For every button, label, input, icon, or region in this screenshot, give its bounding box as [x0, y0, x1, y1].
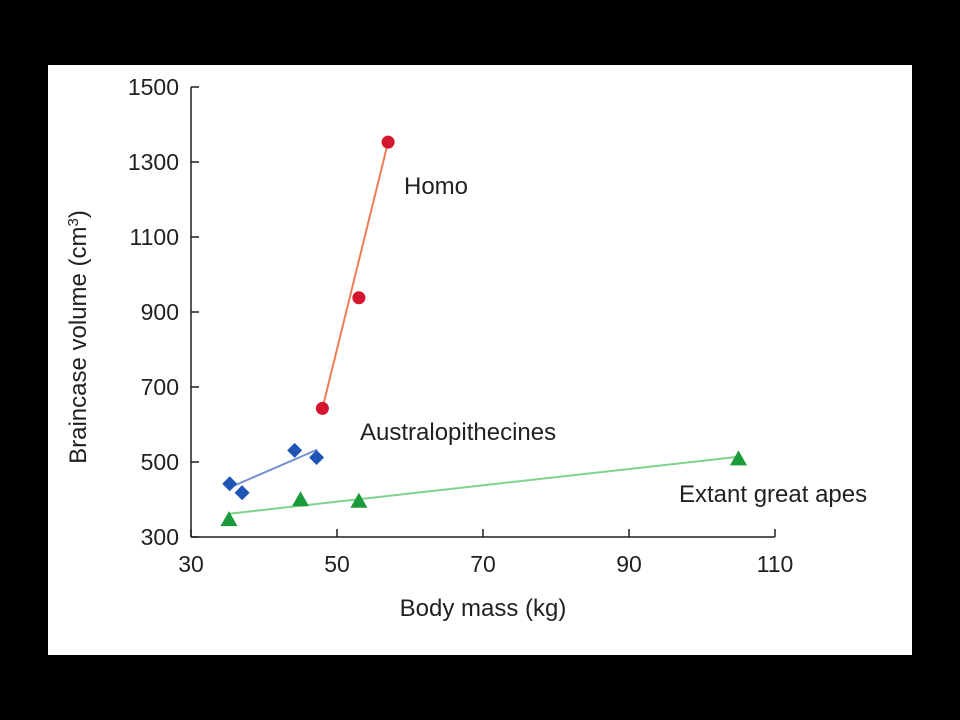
- point-australopithecines: [222, 476, 238, 492]
- point-homo: [352, 291, 366, 305]
- point-extant-great-apes: [350, 492, 368, 508]
- x-tick-label: 70: [470, 551, 496, 577]
- scatter-chart: 300 500 700 900 1100 1300 1500 30 50 70 90 110 Homo…: [65, 74, 868, 622]
- point-extant-great-apes: [730, 450, 747, 466]
- y-axis-title: Braincase volume (cm3): [65, 210, 93, 464]
- y-tick-label: 500: [141, 449, 179, 475]
- series-label-australopithecines: Australopithecines: [360, 419, 556, 446]
- data-points: [220, 135, 747, 527]
- x-tick-label: 50: [324, 551, 350, 577]
- point-australopithecines: [234, 485, 250, 501]
- point-homo: [315, 401, 329, 415]
- x-tick-label: 90: [616, 551, 642, 577]
- y-axis-title-superscript: 3: [65, 218, 82, 226]
- tick-marks: 300 500 700 900 1100 1300 1500 30 50 70 90 110: [128, 74, 794, 577]
- y-axis-title-close: ): [65, 210, 92, 218]
- y-tick-label: 1100: [130, 224, 179, 250]
- point-extant-great-apes: [220, 511, 238, 527]
- fit-line-australopithecines: [229, 448, 318, 489]
- point-australopithecines: [309, 450, 325, 465]
- series-label-homo: Homo: [404, 173, 468, 200]
- fit-line-extant-great-apes: [228, 455, 739, 515]
- fit-lines: [228, 141, 739, 515]
- x-axis-title: Body mass (kg): [400, 595, 567, 622]
- point-homo: [381, 135, 395, 149]
- chart-panel: 300 500 700 900 1100 1300 1500 30 50 70 90 110 Homo…: [48, 65, 912, 655]
- series-label-extant-great-apes: Extant great apes: [679, 481, 867, 508]
- y-tick-label: 1500: [128, 74, 179, 100]
- x-tick-label: 110: [757, 551, 794, 577]
- x-tick-label: 30: [178, 551, 204, 577]
- y-tick-label: 300: [141, 524, 179, 550]
- series-labels: Homo Australopithecines Extant great apes: [360, 173, 867, 508]
- y-tick-label: 900: [141, 299, 179, 325]
- y-tick-label: 1300: [128, 149, 179, 175]
- y-tick-label: 700: [141, 374, 179, 400]
- axes: [190, 87, 775, 538]
- fit-line-homo: [321, 141, 390, 409]
- y-axis-title-main: Braincase volume (cm: [65, 226, 92, 463]
- point-australopithecines: [287, 442, 303, 458]
- point-extant-great-apes: [292, 491, 309, 507]
